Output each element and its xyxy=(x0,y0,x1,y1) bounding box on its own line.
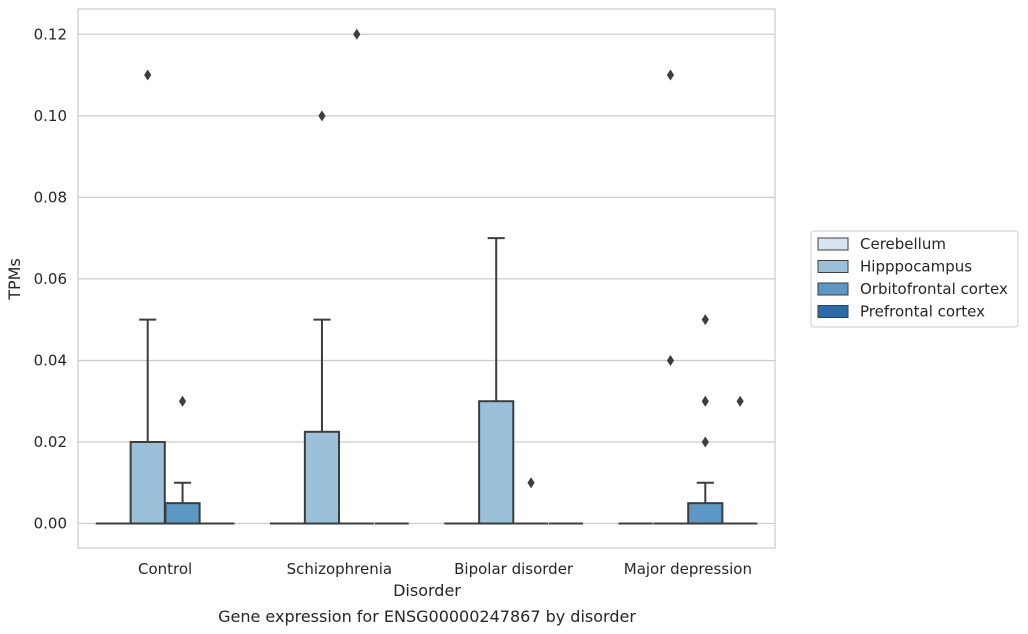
outlier-point xyxy=(701,436,709,448)
outlier-point xyxy=(353,28,361,40)
box-body xyxy=(129,440,166,525)
y-axis-ticks: 0.00 0.02 0.04 0.06 0.08 0.10 0.12 xyxy=(34,25,67,532)
box-1-0 xyxy=(129,318,166,525)
box-2-3 xyxy=(687,481,724,525)
y-axis-label: TPMs xyxy=(5,258,24,301)
legend-swatch xyxy=(817,282,849,296)
x-axis-ticks: Control Schizophrenia Bipolar disorder Majo… xyxy=(138,560,752,578)
outlier-point xyxy=(701,395,709,407)
x-axis-label: Disorder xyxy=(393,581,461,600)
legend-label: Prefrontal cortex xyxy=(860,303,985,321)
legend-swatch xyxy=(817,305,849,318)
y-tick-label: 0.10 xyxy=(34,107,67,125)
box-2-0 xyxy=(164,481,201,525)
x-tick-label: Schizophrenia xyxy=(287,560,392,578)
outlier-point xyxy=(736,395,744,407)
box-body xyxy=(164,502,201,525)
outlier-point xyxy=(666,69,675,81)
boxes xyxy=(95,237,758,525)
legend-label: Orbitofrontal cortex xyxy=(860,280,1008,298)
legend-frame xyxy=(810,230,1019,328)
box-1-2 xyxy=(478,237,515,525)
box-body xyxy=(478,400,515,525)
box-body xyxy=(687,502,724,525)
x-tick-label: Major depression xyxy=(624,560,752,578)
gridlines xyxy=(78,33,775,525)
chart-title: Gene expression for ENSG00000247867 by d… xyxy=(218,607,636,626)
outlier-point xyxy=(318,110,326,122)
x-tick-label: Control xyxy=(138,560,192,578)
outlier-point xyxy=(701,314,709,326)
legend-label: Hipppocampus xyxy=(860,258,972,276)
outlier-point xyxy=(178,395,187,407)
legend-swatch xyxy=(817,260,849,273)
legend-swatch xyxy=(817,237,849,251)
outlier-point xyxy=(144,69,152,81)
y-tick-label: 0.04 xyxy=(34,351,67,369)
x-tick-label: Bipolar disorder xyxy=(454,560,574,578)
outliers xyxy=(144,28,744,489)
y-tick-label: 0.12 xyxy=(34,25,67,43)
box-body xyxy=(303,430,341,525)
y-tick-label: 0.00 xyxy=(34,515,67,533)
box-1-1 xyxy=(303,318,341,525)
y-tick-label: 0.06 xyxy=(34,270,67,288)
outlier-point xyxy=(527,477,535,489)
legend-label: Cerebellum xyxy=(860,235,946,253)
plot-area-frame xyxy=(77,8,776,549)
outlier-point xyxy=(666,354,675,366)
legend: Cerebellum Hipppocampus Orbitofrontal cort… xyxy=(810,230,1019,328)
y-tick-label: 0.08 xyxy=(34,188,67,206)
y-tick-label: 0.02 xyxy=(34,433,67,451)
